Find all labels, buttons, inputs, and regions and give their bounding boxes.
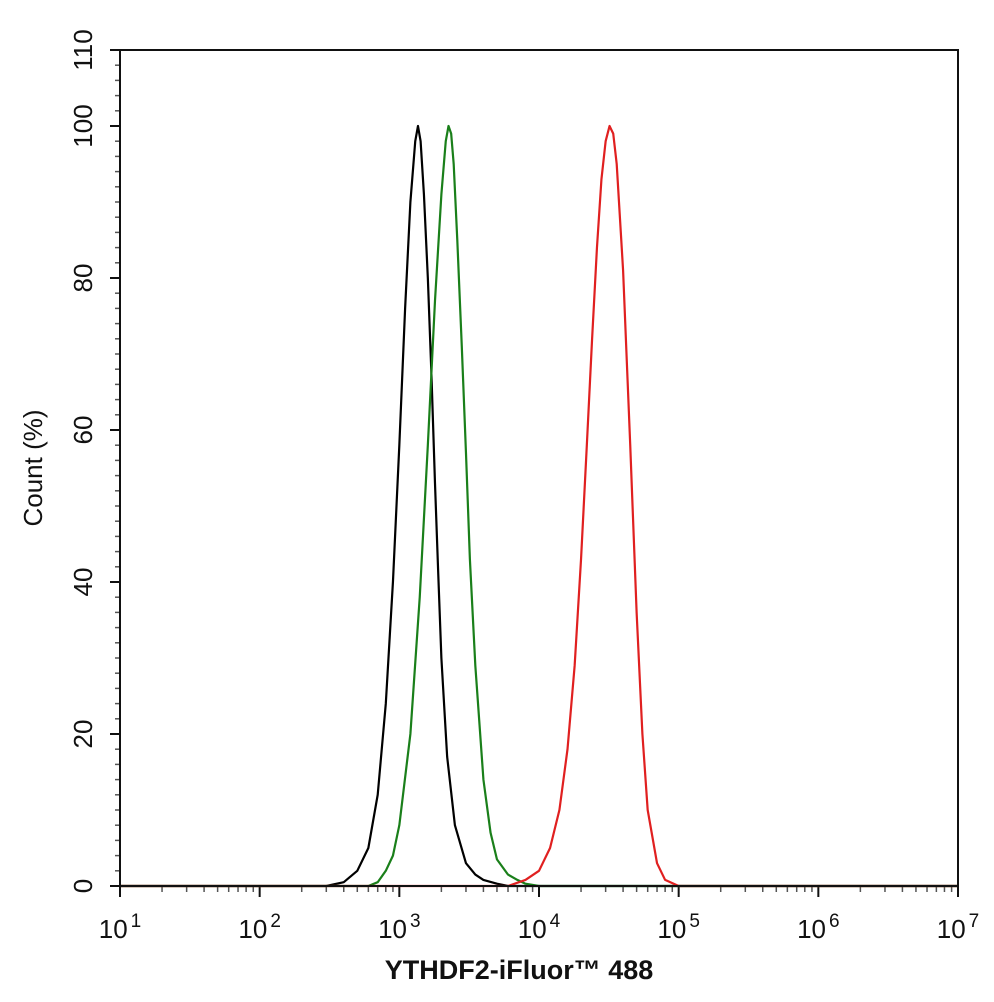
series-line-1 bbox=[121, 124, 957, 888]
x-tick-label: 10 5 bbox=[657, 911, 700, 944]
plot-frame bbox=[119, 49, 959, 887]
y-tick-label: 40 bbox=[68, 568, 98, 597]
y-tick-label: 100 bbox=[68, 104, 98, 147]
y-tick-label: 110 bbox=[68, 29, 98, 70]
x-tick-label: 10 4 bbox=[518, 911, 561, 944]
y-axis-ticks: 0 20 40 60 80 100 110 bbox=[68, 29, 120, 893]
x-tick-label: 10 3 bbox=[378, 911, 421, 944]
x-tick-label: 10 2 bbox=[238, 911, 281, 944]
y-tick-label: 0 bbox=[68, 879, 98, 893]
y-tick-label: 80 bbox=[68, 264, 98, 293]
x-tick-label: 10 6 bbox=[797, 911, 840, 944]
y-tick-label: 20 bbox=[68, 720, 98, 749]
x-axis-ticks: 10 1 10 2 10 3 10 4 10 5 10 6 10 7 bbox=[99, 886, 980, 944]
series-line-3 bbox=[121, 124, 957, 888]
y-tick-label: 60 bbox=[68, 416, 98, 445]
series-line-2 bbox=[121, 124, 957, 888]
x-tick-label: 10 7 bbox=[937, 911, 980, 944]
x-tick-label: 10 1 bbox=[99, 911, 142, 944]
y-axis-title: Count (%) bbox=[18, 409, 48, 526]
series-layer bbox=[121, 124, 957, 888]
x-axis-title: YTHDF2-iFluor™ 488 bbox=[385, 955, 654, 985]
